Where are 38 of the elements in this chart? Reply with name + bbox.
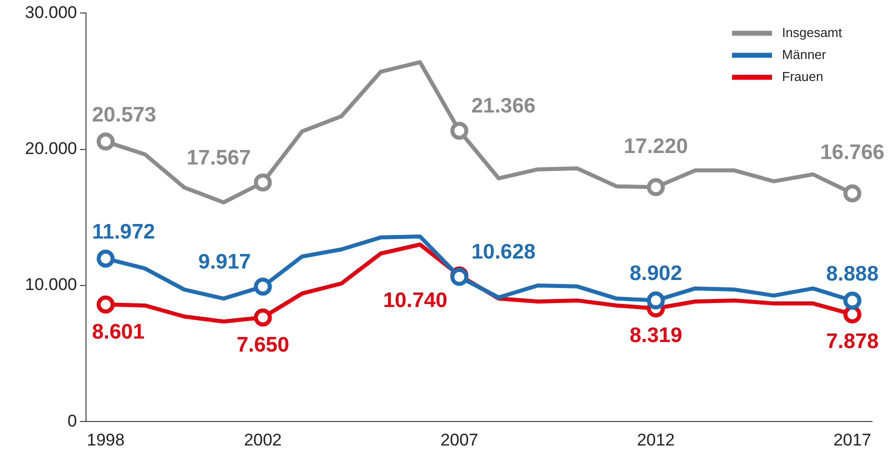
point (96, 250, 115, 268)
point (254, 173, 272, 192)
y-tick-label: 0 (68, 411, 77, 430)
data-label: 8.888 (826, 262, 879, 286)
point (843, 184, 862, 202)
point (254, 278, 272, 296)
data-label: 16.766 (820, 141, 884, 164)
data-label: 10.628 (471, 240, 536, 264)
point (646, 291, 665, 310)
y-tick-label: 30.000 (24, 2, 77, 22)
x-tick-label: 1998 (86, 430, 125, 450)
point (254, 308, 272, 326)
data-label: 20.573 (92, 103, 156, 126)
data-label: 8.601 (92, 320, 145, 344)
x-tick-label: 2012 (636, 430, 675, 450)
data-label: 7.878 (826, 330, 879, 354)
data-label: 8.902 (630, 262, 682, 286)
point (843, 292, 862, 310)
legend-label: Frauen (782, 68, 824, 84)
x-tick-label: 2002 (244, 430, 282, 450)
y-tick-label: 20.000 (24, 139, 77, 158)
point (450, 122, 468, 140)
data-label: 9.917 (198, 250, 251, 274)
data-label: 8.319 (630, 324, 682, 348)
data-label: 10.740 (383, 289, 448, 312)
data-label: 11.972 (92, 220, 156, 244)
legend-label: Männer (782, 46, 827, 62)
y-tick-label: 10.000 (24, 275, 77, 294)
data-label: 17.567 (186, 146, 251, 170)
data-label: 7.650 (236, 333, 290, 356)
data-label: 21.366 (471, 94, 536, 118)
legend-label: Insgesamt (782, 24, 842, 40)
x-tick-label: 2007 (440, 430, 478, 450)
point (96, 296, 115, 314)
point (96, 132, 115, 151)
point (646, 178, 665, 196)
data-label: 17.220 (624, 134, 688, 158)
x-tick-label: 2017 (833, 430, 872, 450)
